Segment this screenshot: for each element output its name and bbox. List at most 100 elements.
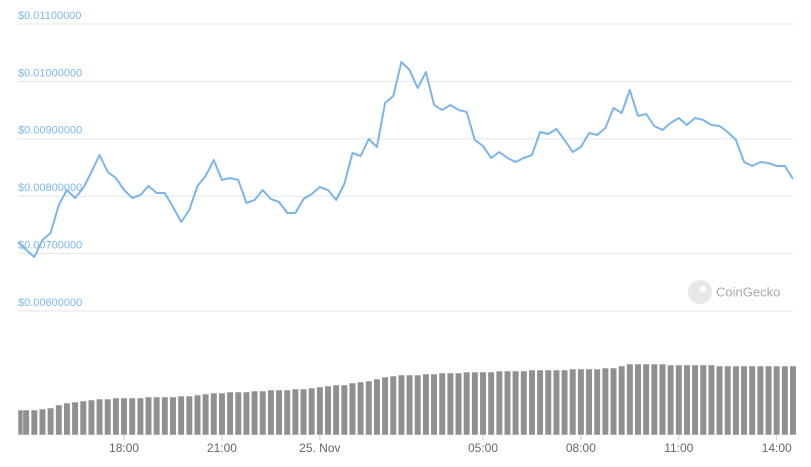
volume-bar <box>120 397 128 436</box>
volume-bar <box>316 386 324 436</box>
x-tick-label: 05:00 <box>468 441 498 455</box>
volume-bar <box>185 395 193 436</box>
volume-bar <box>536 369 544 436</box>
volume-bar <box>463 371 471 436</box>
volume-bar <box>414 374 422 436</box>
volume-bar <box>348 382 356 436</box>
volume-bar <box>618 365 626 436</box>
volume-bar <box>707 364 715 436</box>
volume-bar <box>308 387 316 436</box>
volume-bar <box>520 370 528 436</box>
volume-bar <box>503 370 511 436</box>
volume-bar <box>601 367 609 436</box>
watermark-logo <box>688 280 712 304</box>
volume-bar <box>561 369 569 436</box>
price-line <box>17 61 794 258</box>
volume-bar <box>169 396 177 436</box>
volume-bar <box>373 378 381 436</box>
x-tick-label: 08:00 <box>566 441 596 455</box>
volume-bar <box>63 402 71 436</box>
volume-bar <box>683 364 691 436</box>
volume-bar <box>724 365 732 436</box>
volume-bar <box>145 396 153 436</box>
volume-bar <box>332 384 340 436</box>
volume-bar <box>177 395 185 436</box>
volume-bar <box>634 363 642 436</box>
volume-bar <box>732 365 740 436</box>
volume-bar <box>218 392 226 436</box>
volume-bar <box>259 390 267 436</box>
volume-bar <box>495 370 503 436</box>
volume-bar <box>202 393 210 436</box>
y-tick-label: $0.00900000 <box>18 125 82 137</box>
volume-bar <box>210 392 218 436</box>
volume-bar <box>650 363 658 436</box>
volume-bar <box>397 374 405 436</box>
y-tick-label: $0.01100000 <box>18 10 81 22</box>
volume-bar <box>96 398 104 436</box>
volume-bar <box>471 371 479 436</box>
volume-bar <box>430 373 438 436</box>
volume-bar <box>699 364 707 436</box>
volume-bar <box>283 389 291 436</box>
volume-bar <box>512 370 520 436</box>
volume-bar <box>30 409 38 436</box>
volume-bar <box>381 376 389 436</box>
volume-bar <box>153 396 161 436</box>
y-tick-label: $0.00700000 <box>18 240 82 252</box>
volume-bar <box>569 368 577 436</box>
watermark-logo-eye <box>700 286 706 292</box>
y-tick-label: $0.01000000 <box>18 67 82 79</box>
x-tick-label: 21:00 <box>207 441 237 455</box>
volume-bar <box>748 365 756 436</box>
volume-bar <box>446 372 454 436</box>
volume-bar <box>438 372 446 436</box>
watermark: CoinGecko <box>688 280 780 304</box>
volume-bar <box>479 371 487 436</box>
volume-bar <box>675 364 683 436</box>
volume-bar <box>406 374 414 436</box>
volume-bar <box>136 397 144 436</box>
volume-bar <box>667 364 675 436</box>
volume-bar <box>365 380 373 436</box>
volume-bar <box>740 365 748 436</box>
volume-bar <box>55 404 63 436</box>
volume-bar <box>71 401 79 436</box>
volume-bar <box>291 388 299 436</box>
volume-bar <box>487 371 495 436</box>
volume-bar <box>773 365 781 436</box>
x-tick-label: 11:00 <box>664 441 693 455</box>
volume-bar <box>128 397 136 436</box>
volume-bar <box>251 390 259 436</box>
volume-bar <box>455 372 463 436</box>
x-tick-label: 14:00 <box>762 441 792 455</box>
volume-bar <box>234 391 242 436</box>
volume-bar <box>161 396 169 436</box>
volume-bar <box>112 397 120 436</box>
volume-bar <box>781 365 789 436</box>
x-tick-label: 18:00 <box>109 441 139 455</box>
volume-bar <box>267 389 275 436</box>
volume-bar <box>593 368 601 436</box>
volume-bar <box>340 384 348 436</box>
volume-bar <box>610 367 618 436</box>
volume-bar <box>193 394 201 436</box>
volume-bar <box>626 363 634 436</box>
volume-bar <box>275 389 283 436</box>
volume-bar <box>242 391 250 436</box>
volume-bar <box>765 365 773 436</box>
volume-bar <box>691 364 699 436</box>
volume-bar <box>47 407 55 436</box>
watermark-text: CoinGecko <box>716 284 780 299</box>
volume-bar <box>226 391 234 436</box>
volume-bar <box>658 363 666 436</box>
volume-bar <box>716 365 724 436</box>
x-tick-label: 25. Nov <box>299 441 340 455</box>
volume-bar <box>552 369 560 436</box>
volume-bar <box>642 363 650 436</box>
volume-bar <box>528 369 536 436</box>
volume-bar <box>422 373 430 436</box>
y-tick-label: $0.00800000 <box>18 182 82 194</box>
volume-bar <box>789 365 797 436</box>
